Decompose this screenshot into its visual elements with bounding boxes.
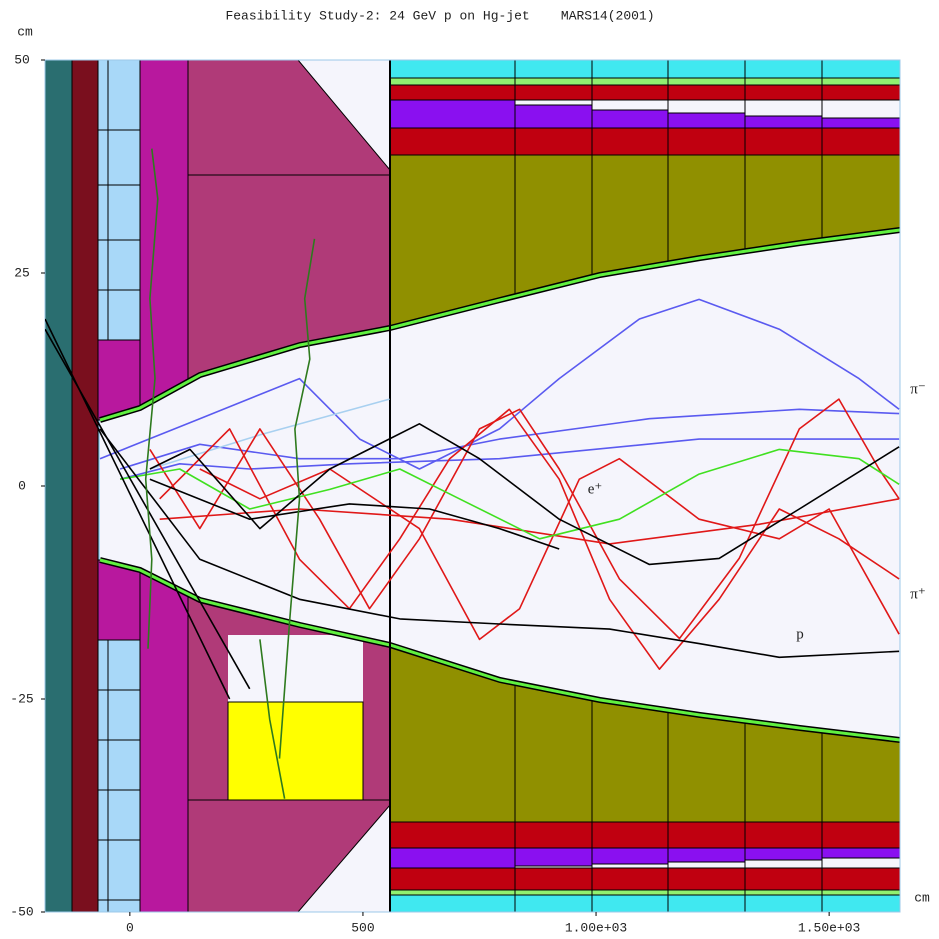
track: [119, 438, 900, 480]
annotation: e⁺: [588, 481, 603, 497]
yellow-block: [227, 701, 364, 801]
annotation: π⁻: [910, 381, 926, 397]
shield-teal: [44, 59, 73, 913]
x-tick-label: 0: [126, 920, 134, 935]
chart-title: Feasibility Study-2: 24 GeV p on Hg-jet …: [225, 8, 654, 23]
y-tick-label: -25: [10, 691, 33, 706]
track: [199, 457, 900, 641]
x-tick-label: 1.00e+03: [565, 920, 627, 935]
cell-lines: [98, 60, 140, 912]
cyan-layer: [389, 59, 901, 79]
track: [278, 238, 316, 759]
annotation: p: [796, 626, 804, 642]
geometry: [44, 59, 901, 913]
y-tick-label: -50: [10, 904, 33, 919]
y-tick-label: 25: [14, 265, 30, 280]
track: [119, 448, 900, 540]
y-tick-label: 50: [14, 52, 30, 67]
gap-light: [228, 635, 363, 702]
red-layer: [389, 867, 901, 891]
track: [99, 428, 900, 659]
track: [144, 148, 159, 649]
shield-maroon: [71, 59, 99, 913]
track: [149, 398, 390, 470]
track: [259, 639, 286, 799]
tracks: [45, 148, 900, 799]
x-tick-label: 500: [351, 920, 374, 935]
red-layer: [389, 127, 901, 156]
x-axis-label: cm: [914, 890, 930, 905]
green-layer: [389, 889, 901, 896]
track: [149, 398, 900, 640]
track: [99, 298, 900, 470]
y-axis-label: cm: [17, 24, 33, 39]
annotation: π⁺: [910, 586, 926, 602]
track: [119, 408, 900, 470]
track: [149, 478, 560, 550]
beam-envelope: [100, 230, 900, 740]
red-layer: [389, 84, 901, 101]
cyan-layer: [389, 894, 901, 913]
red-layer: [389, 821, 901, 849]
coil-magenta: [97, 559, 141, 641]
envelope-line: [99, 228, 901, 742]
track: [159, 408, 900, 671]
track: [149, 422, 900, 566]
green-layer: [389, 77, 901, 86]
x-tick-label: 1.50e+03: [798, 920, 860, 935]
y-tick-label: 0: [18, 478, 26, 493]
